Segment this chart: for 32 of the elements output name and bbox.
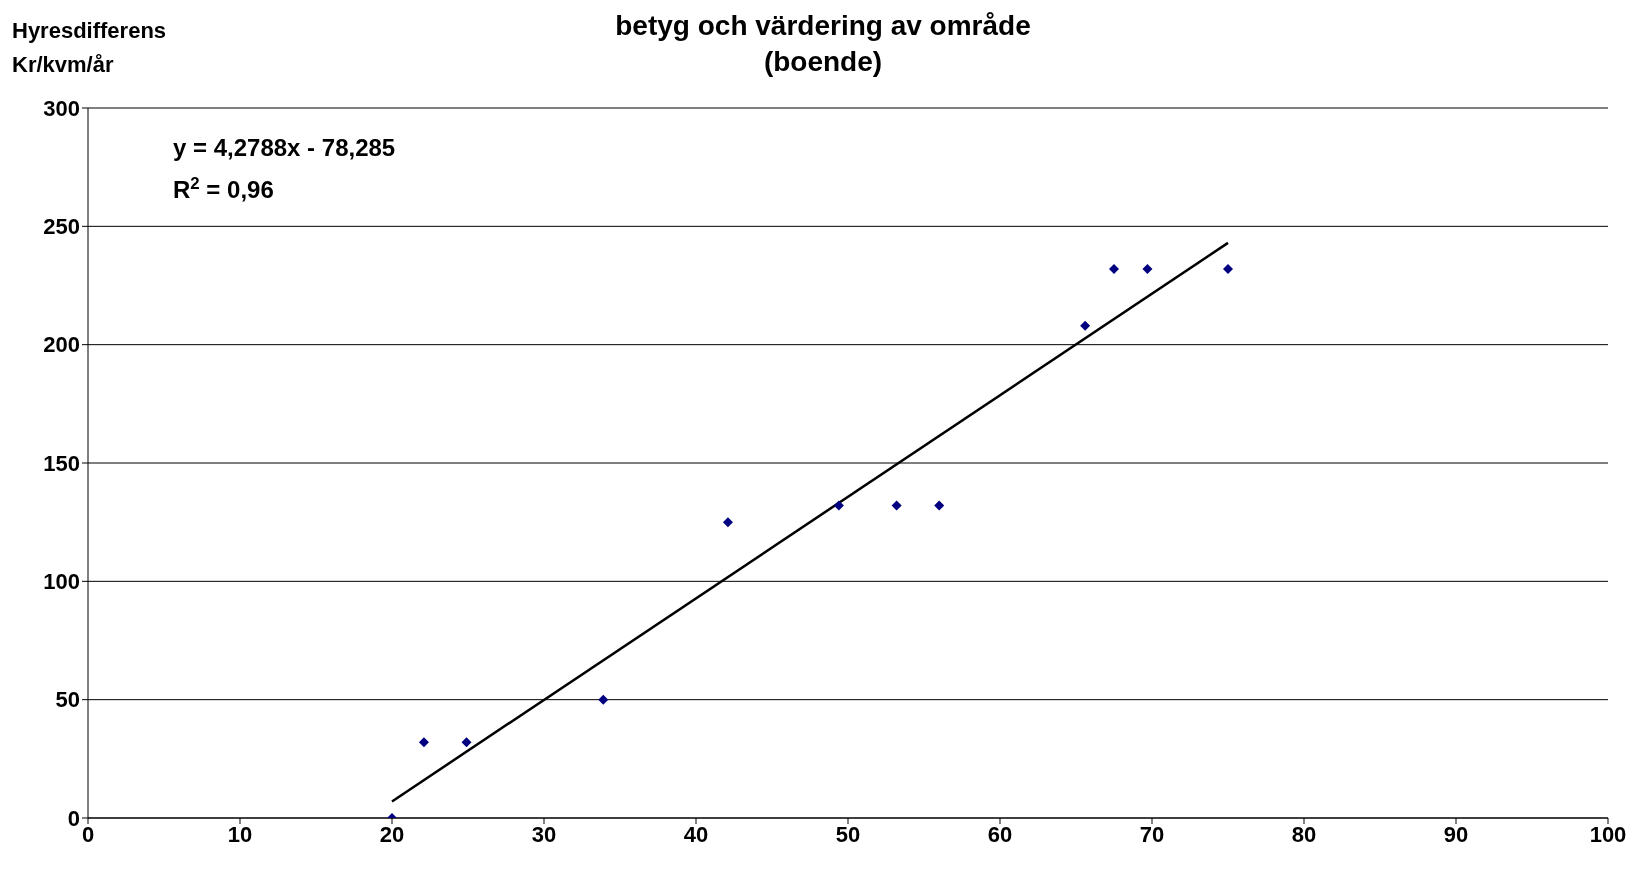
y-tick-label: 300 xyxy=(43,95,80,121)
annotation: R$^{2}$ = 0,96 xyxy=(173,173,274,203)
chart-title: betyg och värdering av område (boende) xyxy=(615,10,1031,77)
point xyxy=(1109,263,1119,274)
y-tick-label: 50 xyxy=(55,687,80,713)
point xyxy=(1142,263,1153,274)
y-tick-label: 200 xyxy=(43,332,80,358)
point xyxy=(598,694,609,705)
x-tick-label: 80 xyxy=(1291,821,1317,847)
annotation: y = 4,2788x - 78,285 xyxy=(173,134,396,161)
y-axis-title: Hyresdifferens Kr/kvm/år xyxy=(12,17,167,79)
y-tick-label: 0 xyxy=(67,805,80,831)
x-tick-label: 40 xyxy=(683,821,709,847)
y-tick-label: 250 xyxy=(43,214,80,240)
x-tick-label: 30 xyxy=(531,821,557,847)
x-tick-label: 50 xyxy=(835,821,861,847)
x-tick-label: 90 xyxy=(1443,821,1469,847)
x-tick-label: 100 xyxy=(1589,821,1627,847)
point xyxy=(722,517,733,528)
x-tick-label: 70 xyxy=(1139,821,1165,847)
point xyxy=(891,500,902,511)
x-tick-label: 10 xyxy=(227,821,253,847)
point xyxy=(1080,320,1091,331)
y-tick-label: 100 xyxy=(43,569,80,595)
point xyxy=(418,737,429,748)
point xyxy=(934,500,945,511)
point xyxy=(833,500,844,511)
x-tick-label: 60 xyxy=(987,821,1013,847)
point xyxy=(461,737,472,748)
point xyxy=(1223,263,1233,274)
x-tick-label: 20 xyxy=(379,821,405,847)
y-tick-label: 150 xyxy=(43,450,80,476)
